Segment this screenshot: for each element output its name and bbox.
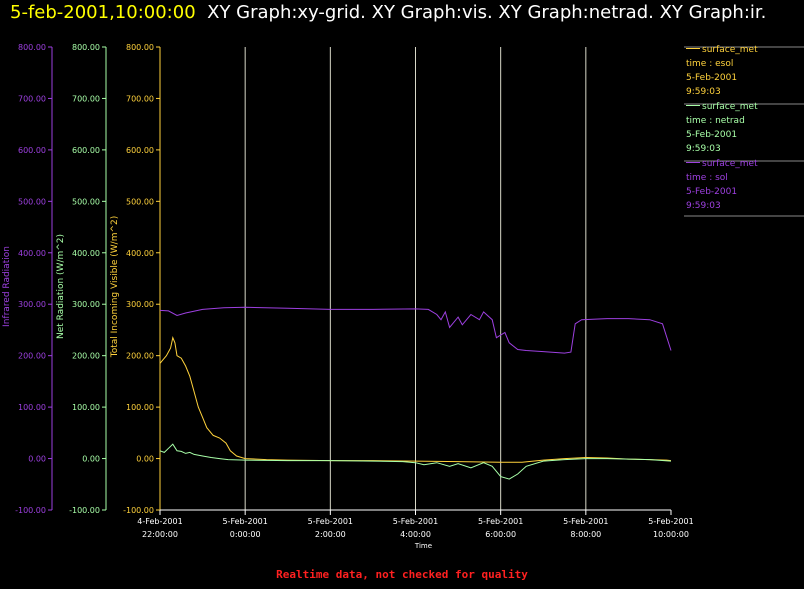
ir-tick-label: 600.00 (18, 146, 46, 155)
x-tick-label-date: 4-Feb-2001 (137, 517, 182, 526)
legend-entry-line: time : netrad (686, 116, 745, 126)
netrad-tick-label: 500.00 (72, 197, 100, 206)
quality-notice: Realtime data, not checked for quality (276, 568, 528, 581)
x-tick-label-time: 22:00:00 (142, 530, 178, 539)
x-axis-title: Time (414, 542, 432, 550)
x-tick-label-date: 5-Feb-2001 (648, 517, 693, 526)
x-tick-label-time: 8:00:00 (570, 530, 601, 539)
x-tick-label-date: 5-Feb-2001 (563, 517, 608, 526)
netrad-tick-label: 400.00 (72, 249, 100, 258)
x-tick-label-time: 6:00:00 (485, 530, 516, 539)
ir-tick-label: 700.00 (18, 94, 46, 103)
netrad-tick-label: 100.00 (72, 403, 100, 412)
legend-entry-line: 5-Feb-2001 (686, 130, 737, 140)
netrad-tick-label: 300.00 (72, 300, 100, 309)
ir-tick-label: 400.00 (18, 249, 46, 258)
vis-tick-label: 600.00 (126, 146, 154, 155)
legend-series-name: surface_met (702, 102, 758, 112)
legend-entry-line: 5-Feb-2001 (686, 73, 737, 83)
legend-series-name: surface_met (702, 159, 758, 169)
netrad-tick-label: 200.00 (72, 352, 100, 361)
x-tick-label-date: 5-Feb-2001 (393, 517, 438, 526)
ir-tick-label: 200.00 (18, 352, 46, 361)
legend-entry-line: 9:59:03 (686, 201, 721, 211)
x-tick-label-time: 0:00:00 (230, 530, 261, 539)
ir-tick-label: 0.00 (28, 455, 46, 464)
legend-entry-line: 9:59:03 (686, 144, 721, 154)
legend-series-name: surface_met (702, 45, 758, 55)
ir-tick-label: 300.00 (18, 300, 46, 309)
legend-entry-line: time : sol (686, 173, 728, 183)
netrad-tick-label: -100.00 (69, 506, 100, 515)
vis-tick-label: 0.00 (136, 455, 154, 464)
vis-tick-label: 700.00 (126, 94, 154, 103)
chart-header: 5-feb-2001,10:00:00 XY Graph:xy-grid. XY… (10, 2, 766, 23)
legend-entry-line: 5-Feb-2001 (686, 187, 737, 197)
series-ir-line (159, 306, 672, 354)
x-tick-label-date: 5-Feb-2001 (222, 517, 267, 526)
vis-tick-label: 400.00 (126, 249, 154, 258)
x-tick-label-time: 4:00:00 (400, 530, 431, 539)
netrad-axis-title: Net Radiation (W/m^2) (56, 234, 66, 339)
vis-tick-label: 500.00 (126, 197, 154, 206)
x-tick-label-time: 10:00:00 (653, 530, 689, 539)
vis-tick-label: 800.00 (126, 43, 154, 52)
vis-tick-label: 200.00 (126, 352, 154, 361)
series-netrad-line (159, 443, 672, 480)
vis-tick-label: 300.00 (126, 300, 154, 309)
x-tick-label-date: 5-Feb-2001 (308, 517, 353, 526)
legend-entry-line: time : esol (686, 59, 733, 69)
x-tick-label-date: 5-Feb-2001 (478, 517, 523, 526)
ir-tick-label: 800.00 (18, 43, 46, 52)
vis-axis-title: Total Incoming Visible (W/m^2) (110, 216, 120, 359)
series-vis-line (159, 336, 672, 463)
netrad-tick-label: 600.00 (72, 146, 100, 155)
x-tick-label-time: 2:00:00 (315, 530, 346, 539)
vis-tick-label: 100.00 (126, 403, 154, 412)
ir-tick-label: 500.00 (18, 197, 46, 206)
netrad-tick-label: 800.00 (72, 43, 100, 52)
vis-tick-label: -100.00 (123, 506, 154, 515)
header-graph-list: XY Graph:xy-grid. XY Graph:vis. XY Graph… (207, 2, 767, 23)
netrad-tick-label: 700.00 (72, 94, 100, 103)
ir-tick-label: 100.00 (18, 403, 46, 412)
netrad-tick-label: 0.00 (82, 455, 100, 464)
ir-tick-label: -100.00 (15, 506, 46, 515)
header-date-time: 5-feb-2001,10:00:00 (10, 2, 196, 23)
legend-entry-line: 9:59:03 (686, 87, 721, 97)
ir-axis-title: Infrared Radiation (2, 246, 12, 327)
